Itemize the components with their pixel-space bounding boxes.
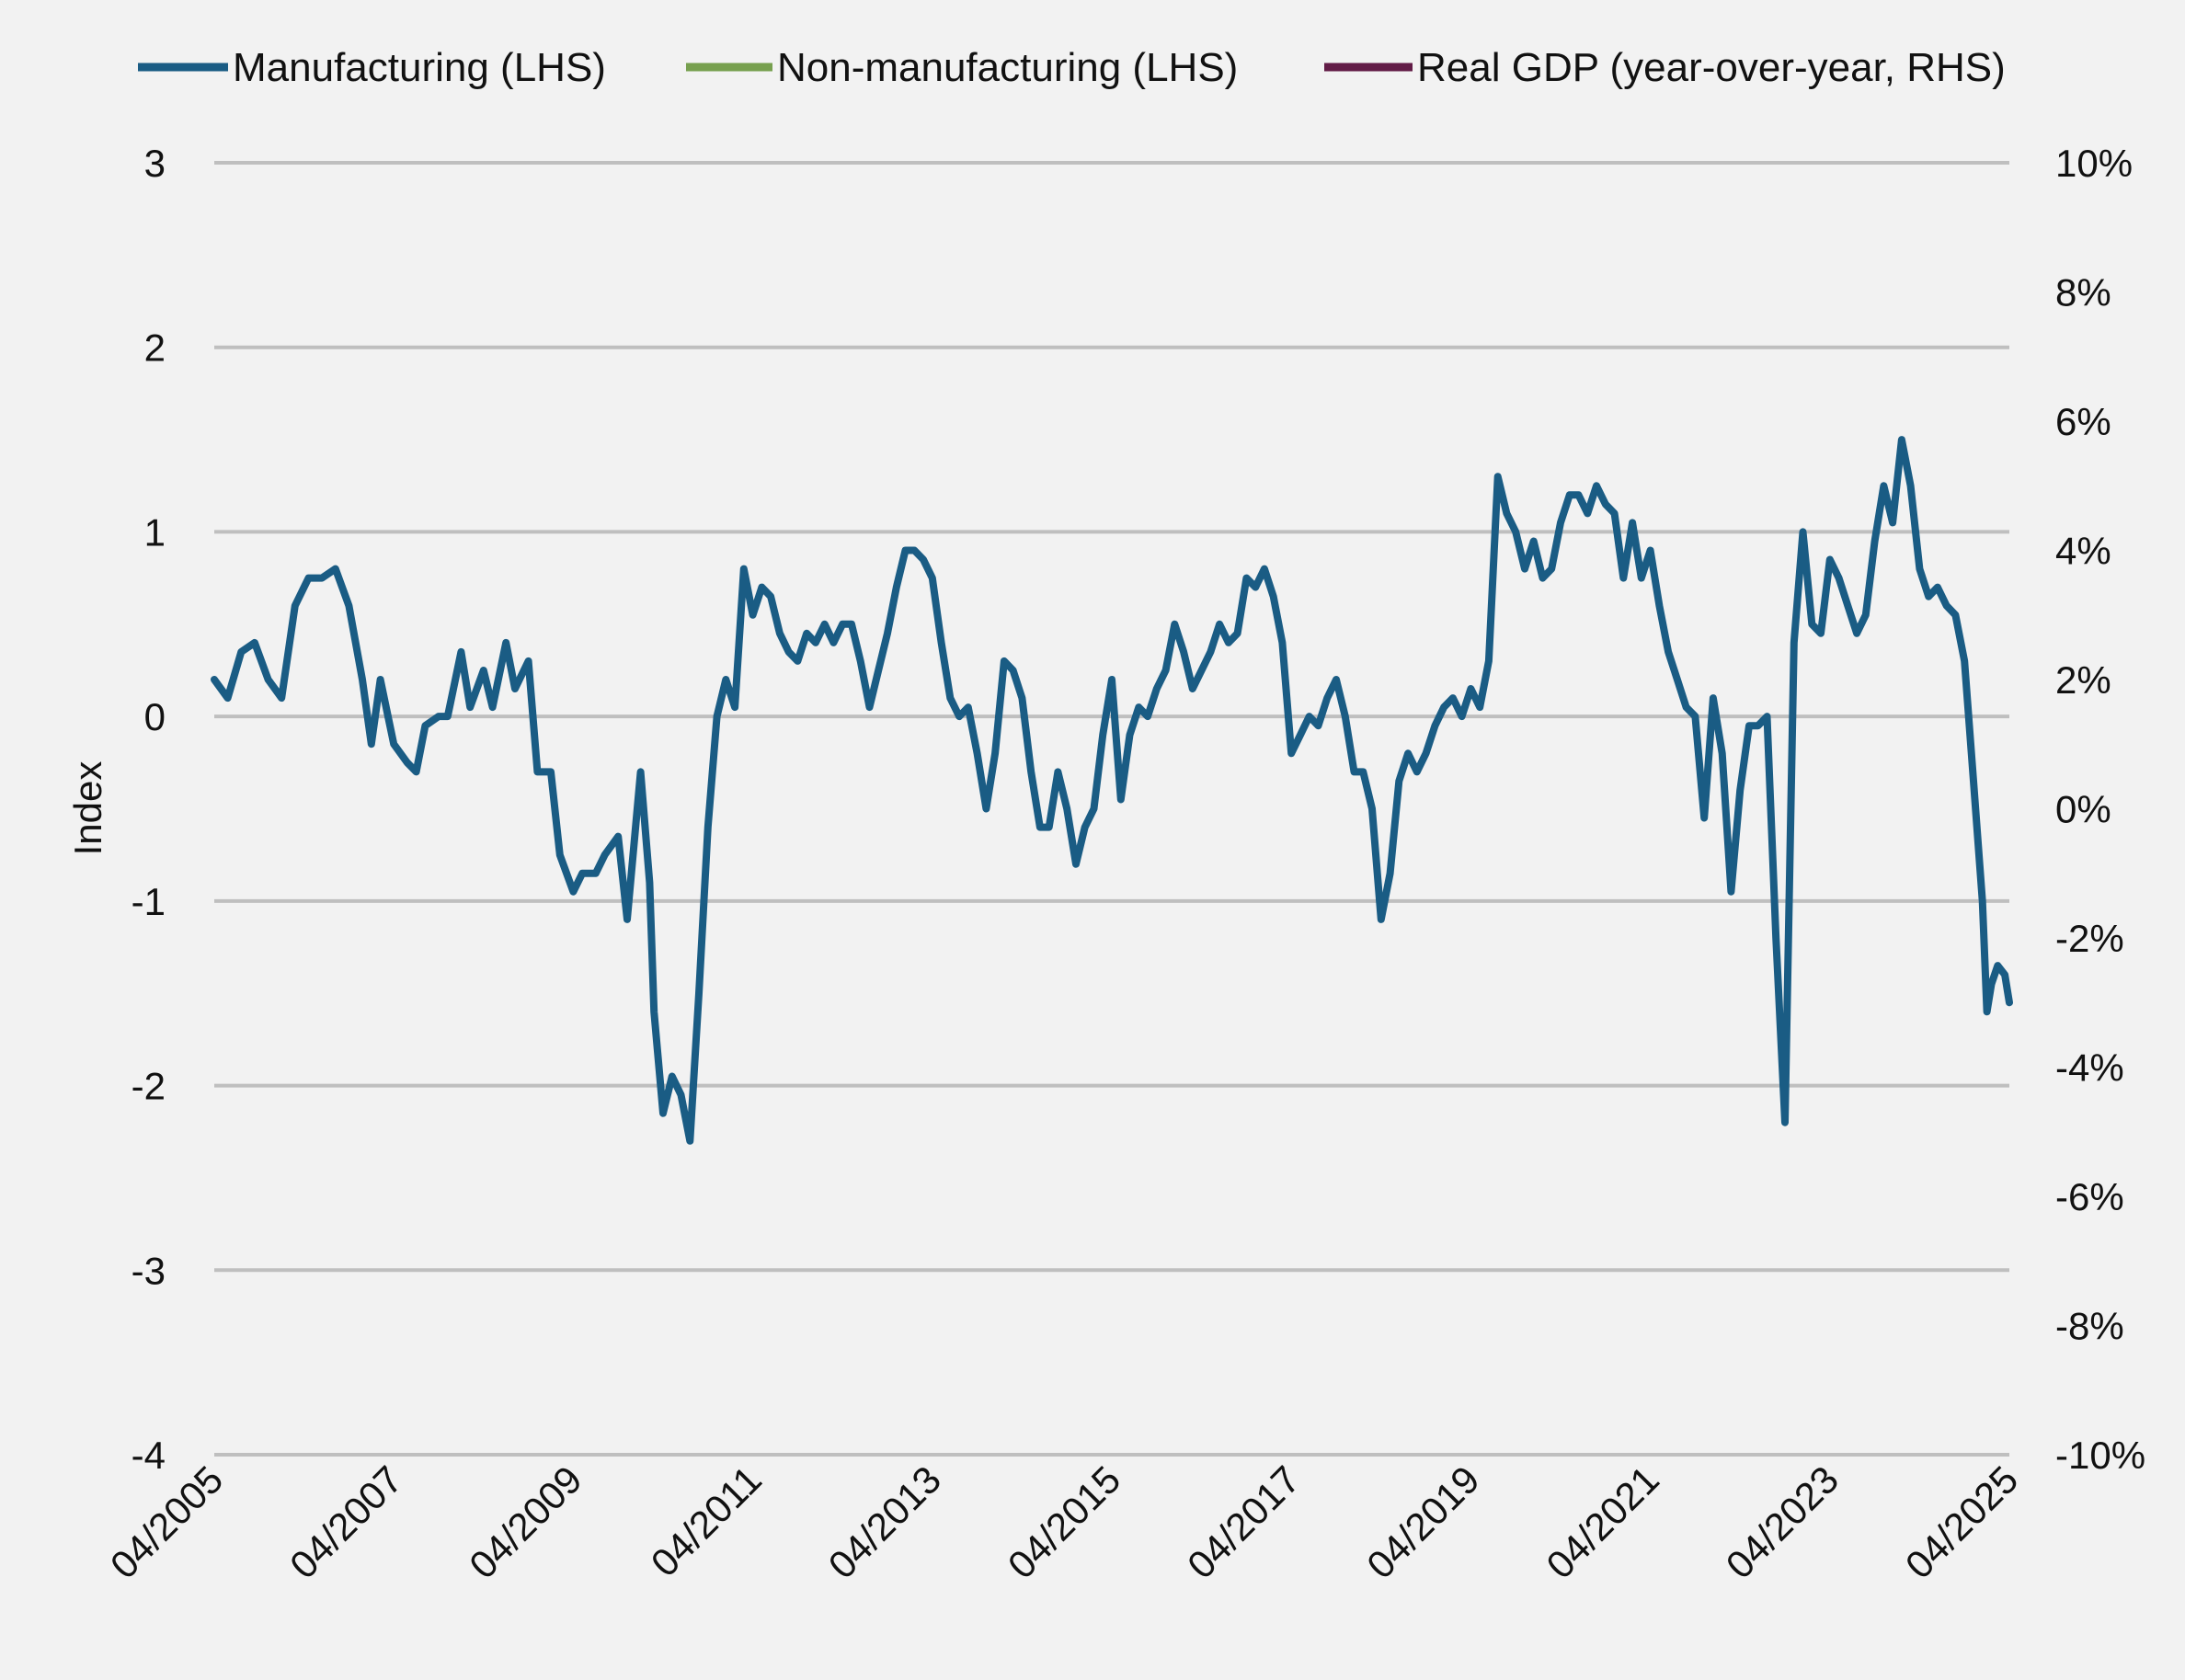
- right-tick-label: -2%: [2055, 917, 2124, 960]
- right-tick-label: 8%: [2055, 271, 2111, 314]
- series-manufacturing-lhs: [211, 436, 2013, 1145]
- x-axis-ticks: 04/2005 04/2007 04/2009 04/2011 04/2013 04/20…: [102, 1457, 2027, 1587]
- left-tick-label: 0: [144, 695, 166, 738]
- left-tick-label: -4: [132, 1434, 166, 1477]
- gridlines: [214, 161, 2009, 1457]
- left-tick-label: 1: [144, 510, 166, 554]
- right-tick-label: 10%: [2055, 142, 2133, 185]
- right-tick-label: 0%: [2055, 788, 2111, 831]
- x-tick-label: 04/2007: [281, 1457, 411, 1587]
- x-tick-label: 04/2011: [643, 1457, 770, 1584]
- x-tick-label: 04/2023: [1718, 1457, 1848, 1587]
- x-tick-label: 04/2021: [1538, 1457, 1667, 1587]
- legend-label-manufacturing: Manufacturing (LHS): [233, 45, 606, 90]
- right-tick-label: 4%: [2055, 530, 2111, 573]
- left-axis-ticks: 3 2 1 0 -1 -2 -3 -4: [132, 142, 166, 1477]
- right-tick-label: 6%: [2055, 400, 2111, 443]
- x-tick-label: 04/2017: [1179, 1457, 1309, 1587]
- right-axis-ticks: 10% 8% 6% 4% 2% 0% -2% -4% -6% -8% -10%: [2055, 142, 2145, 1477]
- x-tick-label: 04/2015: [1000, 1457, 1129, 1587]
- right-tick-label: -6%: [2055, 1175, 2124, 1218]
- left-tick-label: -3: [132, 1249, 166, 1292]
- left-tick-label: 3: [144, 142, 166, 185]
- legend: Manufacturing (LHS) Non-manufacturing (L…: [138, 45, 2006, 90]
- x-tick-label: 04/2025: [1897, 1457, 2027, 1587]
- left-tick-label: -2: [132, 1065, 166, 1108]
- right-tick-label: -8%: [2055, 1305, 2124, 1348]
- x-tick-label: 04/2009: [461, 1457, 590, 1587]
- x-tick-label: 04/2013: [820, 1457, 950, 1587]
- right-tick-label: -4%: [2055, 1046, 2124, 1090]
- right-tick-label: 2%: [2055, 658, 2111, 702]
- y-axis-title: Index: [66, 761, 109, 856]
- left-tick-label: -1: [132, 880, 166, 923]
- legend-label-real-gdp: Real GDP (year-over-year, RHS): [1417, 45, 2006, 90]
- right-tick-label: -10%: [2055, 1434, 2145, 1477]
- x-tick-label: 04/2019: [1358, 1457, 1488, 1587]
- left-tick-label: 2: [144, 326, 166, 370]
- legend-label-non-manufacturing: Non-manufacturing (LHS): [777, 45, 1238, 90]
- series-group: [211, 436, 2013, 1145]
- x-tick-label: 04/2005: [102, 1457, 232, 1587]
